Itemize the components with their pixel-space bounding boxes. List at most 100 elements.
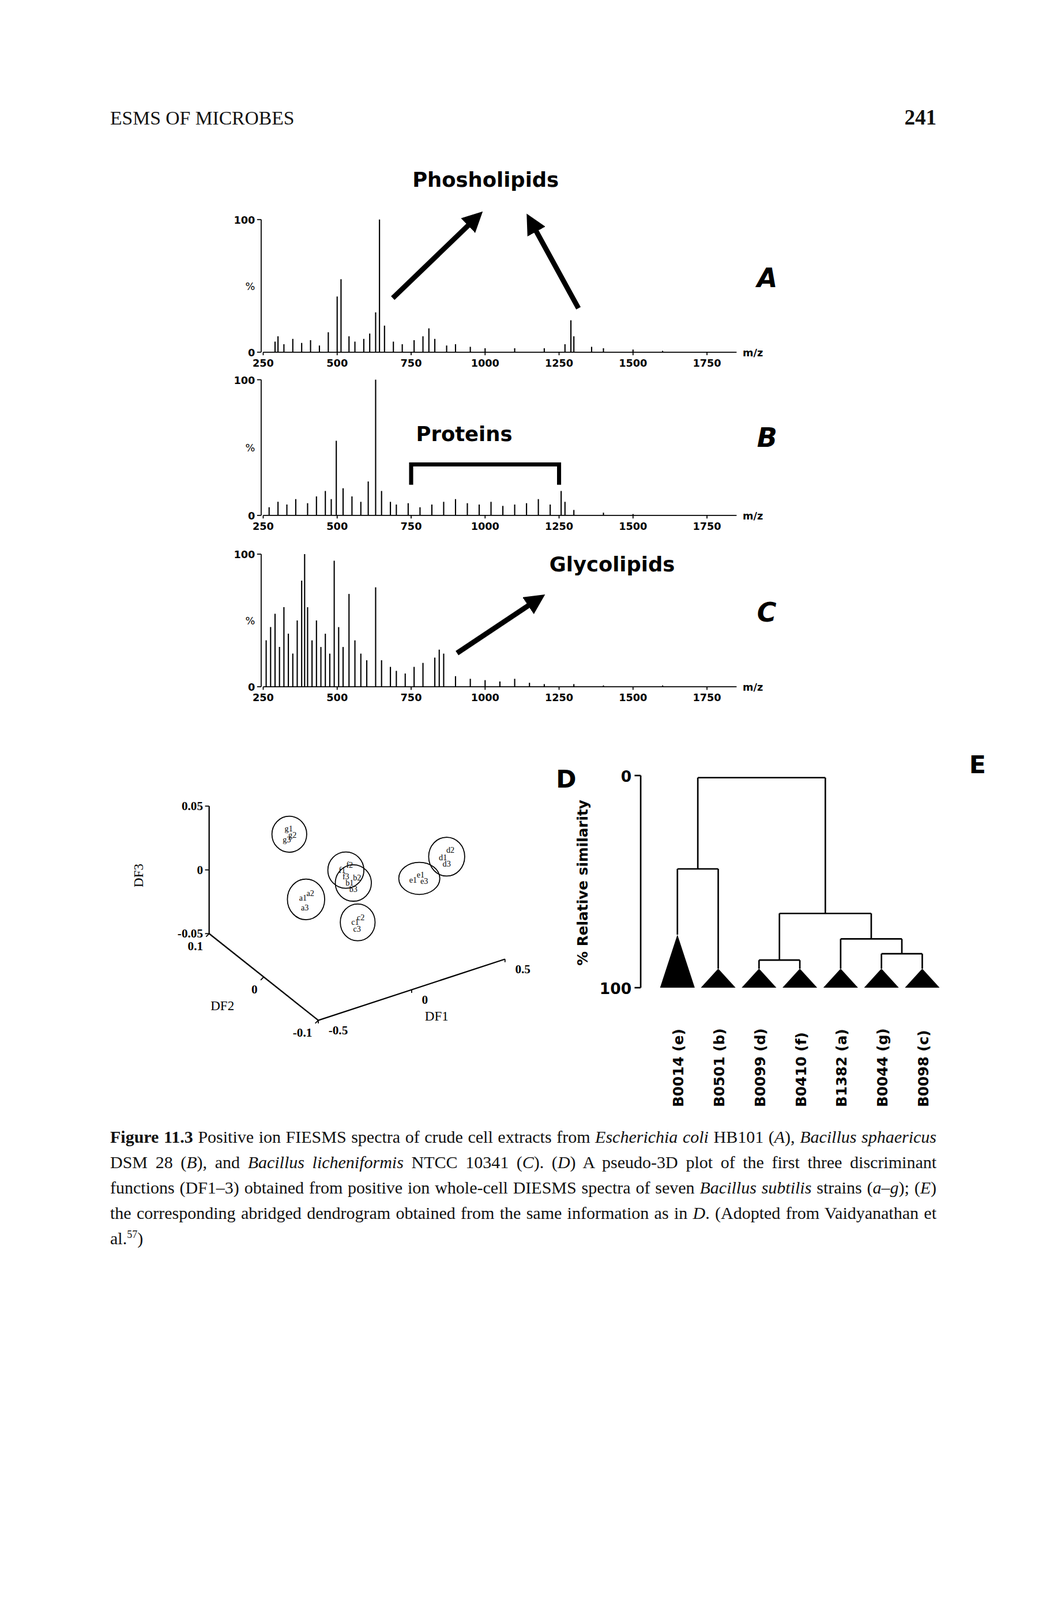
caption-run: DSM 28 (	[110, 1152, 187, 1172]
x-tick	[632, 515, 634, 519]
x-tick	[410, 515, 412, 519]
peak	[384, 325, 386, 353]
peak	[543, 684, 545, 688]
branch	[870, 913, 873, 939]
peak	[318, 345, 321, 353]
peak	[454, 499, 457, 516]
leaf-cluster	[904, 968, 940, 988]
peak	[277, 501, 279, 516]
x-tick-label: 1750	[692, 357, 721, 370]
z-tick	[205, 805, 210, 807]
y-axis	[209, 933, 319, 1021]
leaf-cluster	[660, 934, 695, 988]
x-axis-label: m/z	[742, 510, 763, 522]
x-tick-label: 500	[326, 520, 348, 533]
caption-run: Positive ion FIESMS spectra of crude cel…	[193, 1127, 596, 1147]
peak	[286, 504, 288, 516]
peak	[514, 504, 516, 516]
peak	[348, 336, 350, 353]
x-tick-label: 750	[400, 691, 423, 704]
z-tick-label: 0.05	[181, 799, 203, 814]
x-tick	[558, 352, 560, 356]
peak	[309, 340, 311, 353]
peak	[342, 646, 344, 687]
caption-run: NTCC 10341 (	[403, 1152, 523, 1172]
dendrogram: 0100% Relative similarityEB0014 (e)B0501…	[574, 751, 987, 1108]
x-tick-label: 1750	[692, 520, 721, 533]
branch	[778, 913, 781, 961]
x-tick-label: 1000	[471, 357, 500, 370]
y-tick-label: 0	[251, 982, 258, 997]
caption-run: ),	[784, 1127, 800, 1147]
peak	[265, 640, 267, 688]
peak	[360, 653, 362, 688]
caption-run: Escherichia coli	[595, 1127, 709, 1147]
x-tick	[484, 515, 486, 519]
peak	[363, 339, 365, 353]
peak	[549, 504, 551, 516]
peak	[296, 620, 298, 687]
peak	[306, 503, 308, 516]
peak	[324, 633, 326, 687]
peak	[292, 653, 294, 688]
caption-run: Figure 11.3	[110, 1127, 194, 1147]
x-tick-label: 750	[400, 520, 423, 533]
peak	[469, 678, 472, 687]
peak	[413, 340, 415, 353]
peak	[306, 607, 308, 687]
peak	[287, 633, 289, 687]
peak	[381, 660, 383, 687]
peak	[283, 344, 285, 353]
x-tick	[262, 686, 265, 690]
x-tick	[410, 352, 412, 356]
cluster-ellipse	[335, 864, 372, 902]
peak	[431, 504, 433, 516]
peak	[499, 681, 501, 687]
peak	[502, 505, 504, 515]
peak	[367, 481, 370, 516]
peak	[419, 507, 421, 516]
spectrum-panel: 0100%2505007501000125015001750m/zAPhosho…	[233, 167, 778, 369]
y-tick-label: 100	[233, 374, 255, 387]
x-tick-label: -0.5	[328, 1023, 349, 1038]
z-axis-label: DF3	[131, 863, 146, 888]
point: a1	[299, 893, 307, 903]
x-tick	[632, 686, 634, 690]
arrow	[392, 218, 476, 299]
y-axis-label: %	[245, 615, 255, 627]
peak	[661, 351, 664, 353]
peak	[661, 685, 664, 687]
z-tick-label: 0	[196, 863, 203, 878]
peak	[389, 667, 391, 688]
peak	[333, 561, 336, 688]
spectrum-panel: 0100%2505007501000125015001750m/zBProtei…	[233, 374, 777, 533]
y-tick-label: 100	[599, 979, 632, 998]
peak	[573, 509, 575, 515]
leaf-label: B0044 (g)	[874, 1028, 891, 1108]
figure: ESMS OF MICROBES2410100%2505007501000125…	[0, 0, 1061, 1600]
annotation: Phosholipids	[412, 167, 559, 192]
x-tick	[336, 352, 338, 356]
x-tick-label: 1500	[618, 691, 647, 704]
point: b3	[349, 884, 358, 894]
peak	[335, 440, 337, 515]
x-tick-label: 1250	[544, 357, 574, 370]
peak	[591, 347, 593, 353]
caption-run: a–g	[872, 1178, 899, 1198]
arrow	[457, 600, 537, 654]
leaf-label: B0014 (e)	[670, 1028, 687, 1108]
peak	[469, 347, 472, 353]
x-tick	[484, 686, 486, 690]
x-tick	[262, 352, 265, 356]
x-tick-label: 1750	[692, 691, 721, 704]
point: e1	[409, 875, 417, 885]
x-tick	[336, 686, 338, 690]
x-tick	[317, 1020, 319, 1024]
peak	[434, 657, 436, 688]
caption-run: C	[522, 1152, 534, 1172]
leaf-label: B0098 (c)	[915, 1029, 932, 1108]
peak	[428, 328, 430, 352]
peak	[336, 296, 338, 353]
cluster-ellipse	[287, 879, 325, 920]
bracket	[411, 464, 560, 485]
